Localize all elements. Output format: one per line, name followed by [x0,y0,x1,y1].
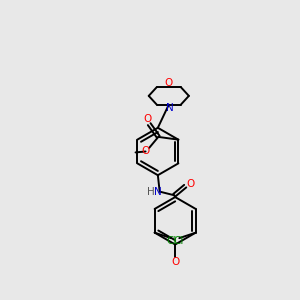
Text: O: O [165,79,173,88]
Text: O: O [187,179,195,189]
Text: H: H [147,187,154,196]
Text: N: N [154,187,162,196]
Text: O: O [143,114,152,124]
Text: N: N [166,103,174,113]
Text: O: O [141,146,150,157]
Text: Cl: Cl [167,236,177,246]
Text: Cl: Cl [173,236,184,246]
Text: O: O [171,257,179,267]
